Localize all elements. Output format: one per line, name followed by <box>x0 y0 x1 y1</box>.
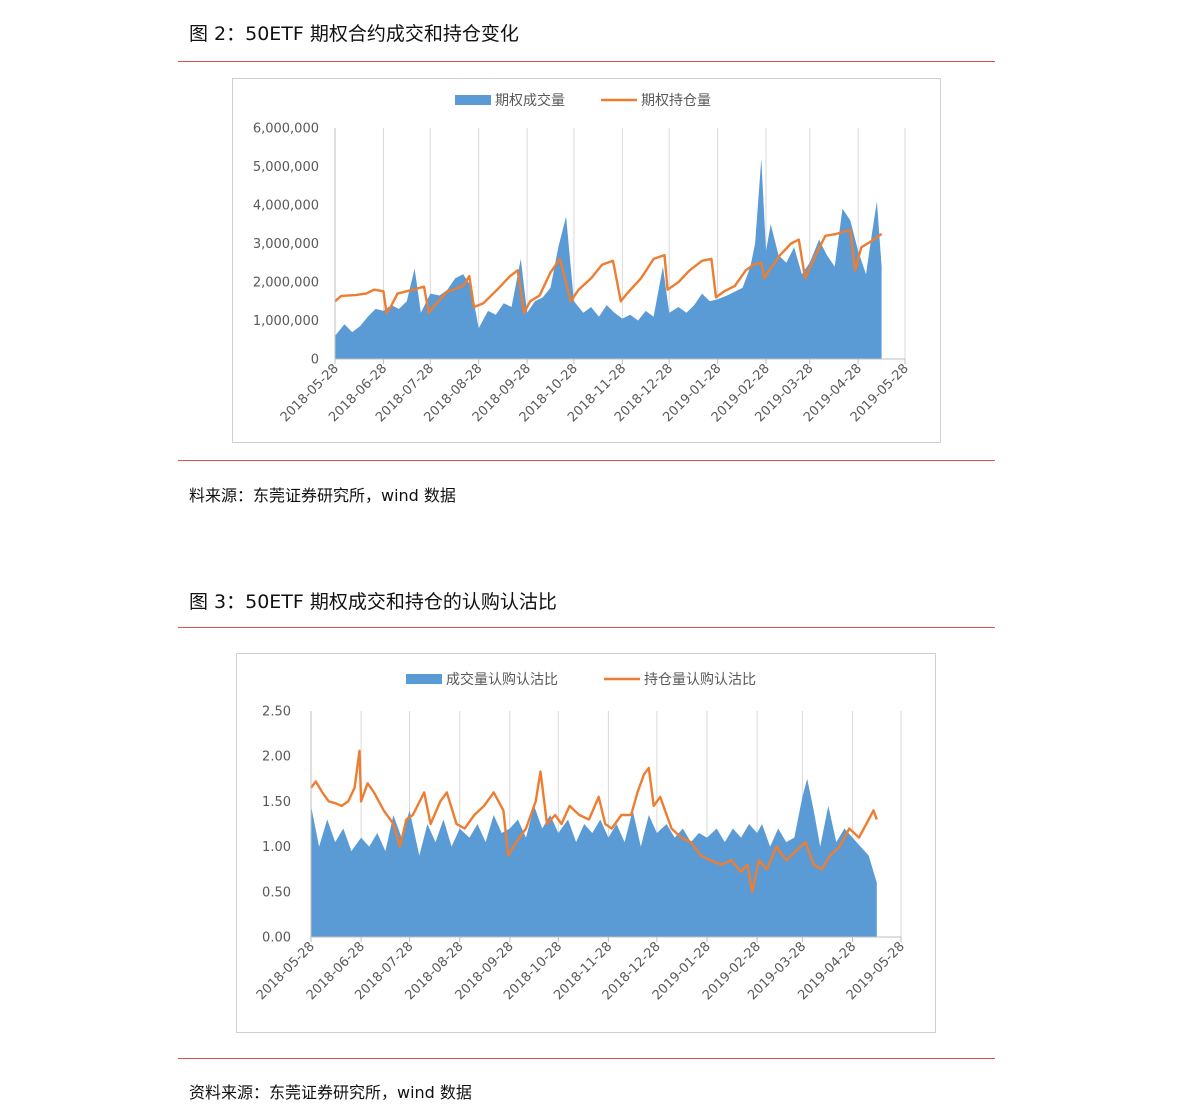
area-series <box>335 158 882 359</box>
y-tick-label: 6,000,000 <box>253 122 319 137</box>
y-tick-label: 2.50 <box>262 705 291 720</box>
figure-2-bottom-rule <box>178 460 995 461</box>
figure-3-title: 图 3：50ETF 期权成交和持仓的认购认沽比 <box>189 591 557 613</box>
figure-3-top-rule <box>178 627 995 628</box>
legend-label: 期权持仓量 <box>641 93 711 109</box>
figure-3-source: 资料来源：东莞证券研究所，wind 数据 <box>189 1083 472 1102</box>
chart-box: 0 1,000,000 2,000,000 3,000,000 4,000,000 5,0… <box>232 78 941 443</box>
chart-box: 0.00 0.50 1.00 1.50 2.00 2.50 2018-05-28 2018-0… <box>236 653 936 1033</box>
legend-label: 期权成交量 <box>495 92 565 109</box>
y-tick-label: 1,000,000 <box>253 314 319 329</box>
figure-2-title: 图 2：50ETF 期权合约成交和持仓变化 <box>189 23 519 45</box>
y-tick-label: 0.50 <box>262 885 291 900</box>
y-tick-label: 2.00 <box>262 750 291 765</box>
y-tick-label: 3,000,000 <box>253 237 319 252</box>
chart-svg: 0.000.501.001.502.002.502018-05-282018-0… <box>254 671 908 1003</box>
legend-swatch-area <box>406 674 442 684</box>
y-tick-label: 0 <box>311 353 319 368</box>
figure-2-top-rule <box>178 61 995 62</box>
area-series <box>311 778 877 937</box>
line-series <box>310 749 878 893</box>
chart-svg: 0 1,000,000 2,000,000 3,000,000 4,000,000 5,0… <box>253 92 912 425</box>
y-tick-label: 4,000,000 <box>253 199 319 214</box>
y-tick-label: 0.00 <box>262 931 291 946</box>
legend-swatch-area <box>455 95 491 105</box>
y-tick-label: 1.50 <box>262 795 291 810</box>
figure-2-source: 料来源：东莞证券研究所，wind 数据 <box>189 486 456 505</box>
legend-label: 成交量认购认沽比 <box>446 671 558 688</box>
y-tick-label: 5,000,000 <box>253 160 319 175</box>
legend-label: 持仓量认购认沽比 <box>644 672 756 688</box>
figure-3-bottom-rule <box>178 1058 995 1059</box>
y-tick-label: 2,000,000 <box>253 276 319 291</box>
line-series <box>334 228 883 314</box>
y-tick-label: 1.00 <box>262 840 291 855</box>
